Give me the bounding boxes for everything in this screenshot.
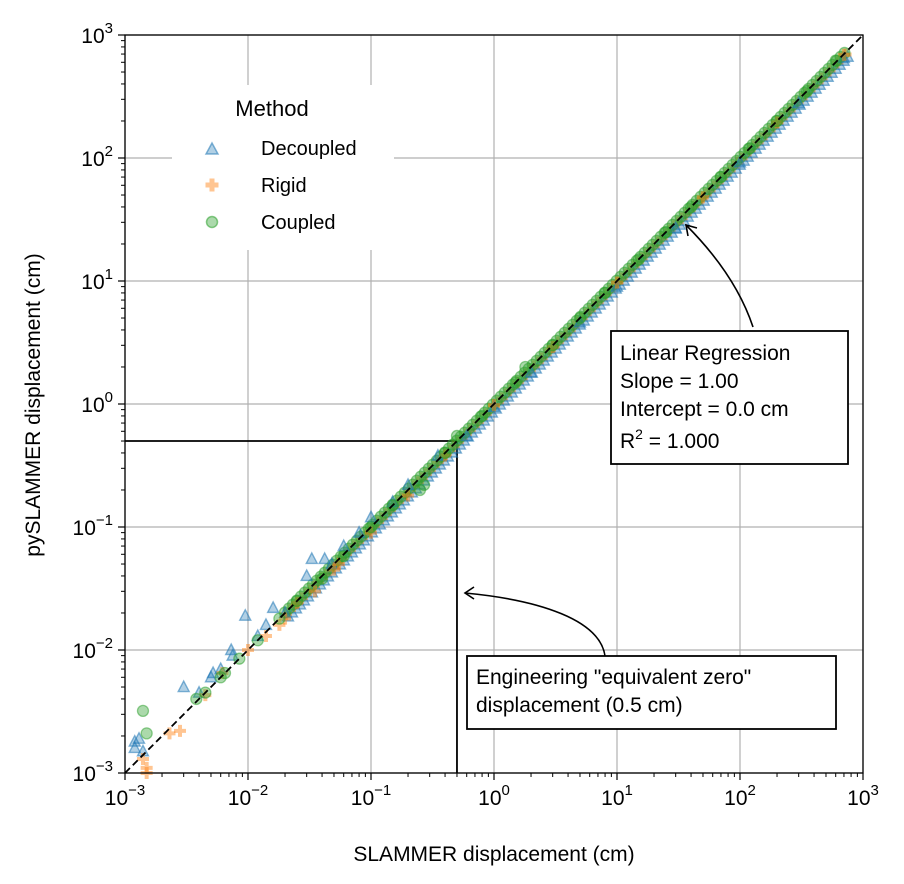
y-axis-label: pySLAMMER displacement (cm) <box>22 253 45 556</box>
point-rigid <box>696 191 709 204</box>
point-rigid <box>259 629 272 642</box>
regression-arrow-head <box>684 223 698 237</box>
legend-label-coupled: Coupled <box>261 212 336 234</box>
regression-line-4: R2 = 1.000 <box>620 426 719 453</box>
legend-background <box>172 85 394 250</box>
point-decoupled <box>669 220 683 234</box>
y-tick-label: 10−2 <box>73 635 113 663</box>
point-decoupled <box>128 740 142 754</box>
point-rigid <box>290 597 303 610</box>
point-decoupled <box>300 568 314 582</box>
x-tick-label: 10−3 <box>105 782 145 810</box>
point-rigid <box>308 585 321 598</box>
regression-arrow <box>685 224 754 328</box>
x-tick-label: 103 <box>847 782 879 810</box>
y-tick-label: 103 <box>81 20 113 48</box>
point-decoupled <box>266 600 280 614</box>
point-coupled <box>136 704 150 718</box>
point-rigid <box>163 727 176 740</box>
y-tick-label: 101 <box>81 266 113 294</box>
y-tick-label: 10−3 <box>73 758 113 786</box>
equivalent-zero-box <box>466 655 837 730</box>
legend-marker-rigid <box>205 178 219 192</box>
point-rigid <box>611 276 623 289</box>
point-rigid <box>273 618 286 631</box>
x-tick-label: 10−1 <box>351 782 391 810</box>
x-tick-label: 10−2 <box>228 782 268 810</box>
r-squared-exponent: 2 <box>635 426 643 442</box>
legend-marker-coupled <box>205 215 219 229</box>
r-squared-symbol: R <box>620 430 635 453</box>
y-tick-label: 10−1 <box>73 512 113 540</box>
point-rigid <box>216 667 229 680</box>
regression-line-3: Intercept = 0.0 cm <box>620 398 789 421</box>
equivalent-zero-arrow-head <box>463 586 475 600</box>
point-coupled <box>140 727 153 740</box>
equivalent-zero-line-1: Engineering "equivalent zero" <box>476 666 751 689</box>
point-rigid <box>242 644 254 656</box>
point-rigid <box>439 449 452 462</box>
point-rigid <box>174 724 187 737</box>
x-axis-label: SLAMMER displacement (cm) <box>353 843 634 866</box>
regression-line-1: Linear Regression <box>620 342 790 365</box>
point-decoupled <box>305 551 319 565</box>
point-rigid <box>140 761 153 774</box>
point-decoupled <box>177 679 191 693</box>
point-decoupled <box>352 525 366 538</box>
point-coupled <box>190 692 203 706</box>
point-decoupled <box>259 617 273 631</box>
point-coupled <box>315 572 329 585</box>
legend-title: Method <box>235 96 308 121</box>
point-rigid <box>402 489 415 502</box>
regression-line-2: Slope = 1.00 <box>620 370 739 393</box>
point-decoupled <box>318 551 332 565</box>
point-coupled <box>417 478 431 492</box>
x-tick-label: 100 <box>478 782 510 810</box>
axis-ticks <box>118 34 864 780</box>
legend: Method Decoupled Rigid Coupled <box>172 85 394 250</box>
point-rigid <box>136 752 149 765</box>
point-coupled <box>829 54 842 67</box>
regression-box <box>610 330 849 465</box>
one-to-one-line <box>124 34 864 774</box>
y-tick-label: 102 <box>81 143 113 171</box>
point-decoupled <box>238 608 252 621</box>
y-tick-labels: 10−3 10−2 10−1 100 101 102 103 <box>73 20 113 786</box>
point-decoupled <box>325 556 339 570</box>
scatter-points <box>128 46 855 779</box>
legend-label-decoupled: Decoupled <box>261 138 357 160</box>
x-tick-labels: 10−3 10−2 10−1 100 101 102 103 <box>105 782 879 810</box>
point-decoupled <box>192 685 206 698</box>
equivalent-zero-annotation: Engineering "equivalent zero" displaceme… <box>463 586 837 730</box>
point-decoupled <box>733 154 747 168</box>
equivalent-zero-line-2: displacement (0.5 cm) <box>476 694 683 717</box>
point-coupled <box>519 360 532 374</box>
point-coupled <box>337 549 350 563</box>
r-squared-value: = 1.000 <box>643 430 719 453</box>
legend-marker-decoupled <box>204 141 220 155</box>
point-rigid <box>546 341 559 354</box>
point-decoupled <box>610 279 624 292</box>
x-tick-label: 102 <box>724 782 756 810</box>
legend-label-rigid: Rigid <box>261 175 307 197</box>
point-rigid <box>279 608 292 621</box>
point-rigid <box>327 563 340 576</box>
y-tick-label: 100 <box>81 389 113 417</box>
threshold-lines <box>125 440 458 773</box>
point-rigid <box>333 558 346 571</box>
point-decoupled <box>132 731 146 744</box>
point-rigid <box>199 689 212 702</box>
x-tick-label: 101 <box>601 782 633 810</box>
regression-annotation: Linear Regression Slope = 1.00 Intercept… <box>610 223 849 465</box>
equivalent-zero-arrow <box>464 592 606 657</box>
point-rigid <box>771 116 784 129</box>
